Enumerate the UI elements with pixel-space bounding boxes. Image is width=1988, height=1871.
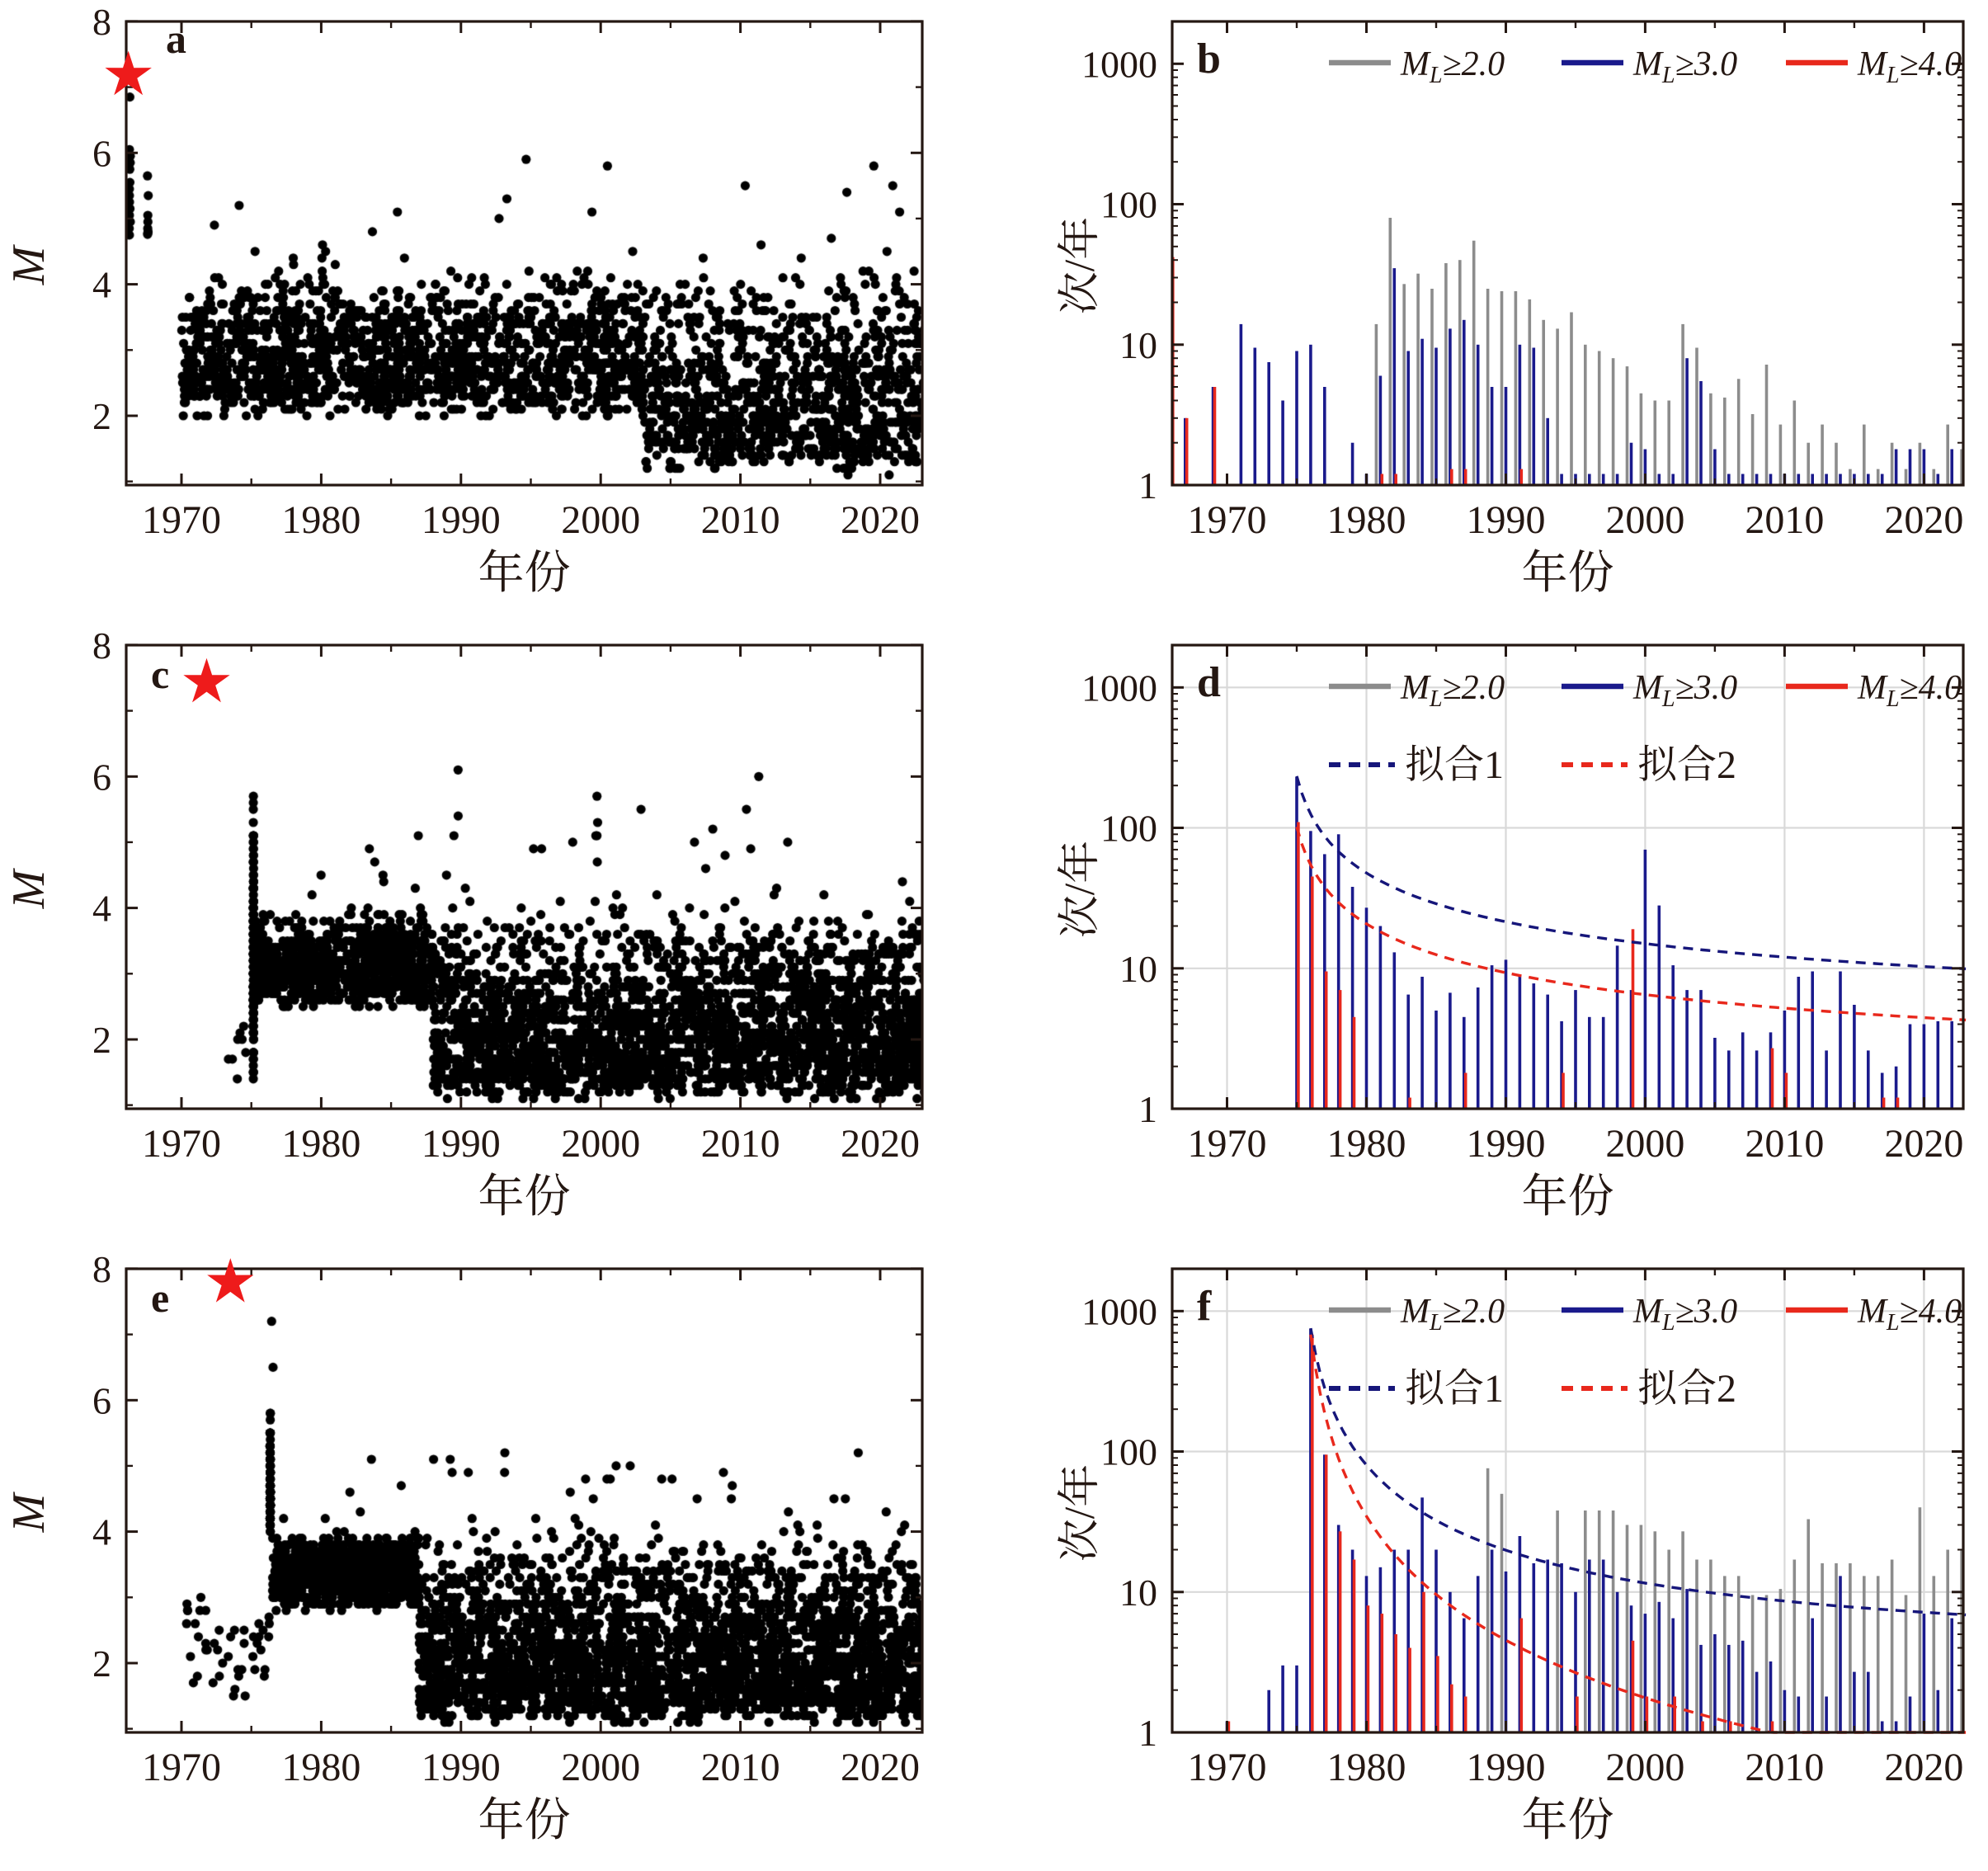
svg-text:c: c [151, 651, 169, 697]
svg-text:2020: 2020 [1884, 498, 1963, 542]
svg-text:2020: 2020 [841, 1122, 920, 1166]
svg-text:1970: 1970 [142, 498, 221, 542]
svg-text:年份: 年份 [478, 548, 571, 599]
svg-text:1000: 1000 [1081, 1290, 1157, 1332]
svg-text:1970: 1970 [1188, 498, 1267, 542]
svg-text:1000: 1000 [1081, 667, 1157, 709]
svg-text:4: 4 [92, 264, 111, 306]
svg-text:4: 4 [92, 1511, 111, 1553]
svg-text:4: 4 [92, 888, 111, 930]
svg-text:2010: 2010 [701, 1746, 780, 1789]
svg-text:1970: 1970 [1188, 1746, 1267, 1789]
svg-text:1000: 1000 [1081, 43, 1157, 85]
svg-text:10: 10 [1119, 1572, 1157, 1614]
svg-text:2000: 2000 [561, 1746, 640, 1789]
svg-text:2020: 2020 [1884, 1746, 1963, 1789]
svg-text:1: 1 [1138, 1712, 1157, 1754]
svg-text:2010: 2010 [701, 1122, 780, 1166]
svg-text:6: 6 [92, 756, 111, 798]
svg-text:100: 100 [1100, 808, 1157, 850]
svg-text:M: M [3, 243, 54, 285]
svg-text:2020: 2020 [841, 1746, 920, 1789]
svg-text:年份: 年份 [478, 1795, 571, 1846]
svg-text:ML≥4.0: ML≥4.0 [1857, 45, 1962, 88]
svg-text:e: e [151, 1275, 169, 1321]
svg-text:拟合1: 拟合1 [1405, 1367, 1504, 1411]
svg-text:1970: 1970 [142, 1122, 221, 1166]
svg-text:拟合2: 拟合2 [1637, 743, 1736, 787]
svg-text:8: 8 [92, 1, 111, 43]
svg-text:1980: 1980 [1327, 1122, 1406, 1166]
svg-text:f: f [1197, 1283, 1212, 1330]
svg-text:8: 8 [92, 1248, 111, 1290]
svg-text:2010: 2010 [1745, 1122, 1824, 1166]
svg-text:d: d [1197, 659, 1221, 706]
svg-text:2000: 2000 [1605, 498, 1684, 542]
svg-text:a: a [166, 16, 186, 62]
svg-text:1990: 1990 [422, 1122, 501, 1166]
svg-text:6: 6 [92, 1379, 111, 1421]
svg-text:ML≥3.0: ML≥3.0 [1632, 45, 1737, 88]
svg-text:ML≥4.0: ML≥4.0 [1857, 1293, 1962, 1336]
svg-text:10: 10 [1119, 948, 1157, 990]
svg-text:M: M [3, 1491, 54, 1533]
svg-text:b: b [1197, 35, 1221, 82]
svg-text:1980: 1980 [1327, 498, 1406, 542]
svg-text:2010: 2010 [1745, 1746, 1824, 1789]
svg-text:拟合2: 拟合2 [1637, 1367, 1736, 1411]
svg-text:2000: 2000 [1605, 1122, 1684, 1166]
svg-text:2000: 2000 [1605, 1746, 1684, 1789]
svg-text:1980: 1980 [1327, 1746, 1406, 1789]
svg-text:2: 2 [92, 1019, 111, 1061]
svg-text:2000: 2000 [561, 498, 640, 542]
svg-text:1990: 1990 [422, 1746, 501, 1789]
svg-text:2020: 2020 [841, 498, 920, 542]
svg-text:1990: 1990 [1467, 1122, 1546, 1166]
svg-text:1990: 1990 [422, 498, 501, 542]
svg-text:1: 1 [1138, 1088, 1157, 1130]
svg-text:1: 1 [1138, 464, 1157, 507]
svg-text:1990: 1990 [1467, 1746, 1546, 1789]
svg-text:2: 2 [92, 395, 111, 437]
svg-text:次/年: 次/年 [1057, 1464, 1104, 1562]
svg-text:10: 10 [1119, 324, 1157, 366]
svg-text:次/年: 次/年 [1057, 217, 1104, 314]
svg-text:ML≥4.0: ML≥4.0 [1857, 669, 1962, 712]
svg-text:2020: 2020 [1884, 1122, 1963, 1166]
svg-text:2010: 2010 [1745, 498, 1824, 542]
svg-text:ML≥2.0: ML≥2.0 [1400, 45, 1505, 88]
svg-text:年份: 年份 [1522, 1795, 1614, 1846]
svg-text:1980: 1980 [281, 498, 360, 542]
svg-text:ML≥3.0: ML≥3.0 [1632, 669, 1737, 712]
svg-text:2000: 2000 [561, 1122, 640, 1166]
svg-text:次/年: 次/年 [1057, 841, 1104, 938]
svg-text:1970: 1970 [1188, 1122, 1267, 1166]
svg-text:1980: 1980 [281, 1122, 360, 1166]
svg-text:年份: 年份 [1522, 548, 1614, 599]
svg-text:ML≥2.0: ML≥2.0 [1400, 669, 1505, 712]
svg-text:ML≥2.0: ML≥2.0 [1400, 1293, 1505, 1336]
svg-text:1990: 1990 [1467, 498, 1546, 542]
svg-text:100: 100 [1100, 184, 1157, 226]
svg-text:1970: 1970 [142, 1746, 221, 1789]
svg-text:M: M [3, 867, 54, 909]
svg-text:拟合1: 拟合1 [1405, 743, 1504, 787]
svg-text:1980: 1980 [281, 1746, 360, 1789]
svg-text:6: 6 [92, 132, 111, 174]
svg-text:100: 100 [1100, 1431, 1157, 1473]
svg-text:年份: 年份 [478, 1171, 571, 1223]
svg-text:2010: 2010 [701, 498, 780, 542]
svg-text:ML≥3.0: ML≥3.0 [1632, 1293, 1737, 1336]
svg-text:2: 2 [92, 1642, 111, 1685]
svg-text:8: 8 [92, 624, 111, 667]
svg-text:年份: 年份 [1522, 1171, 1614, 1223]
